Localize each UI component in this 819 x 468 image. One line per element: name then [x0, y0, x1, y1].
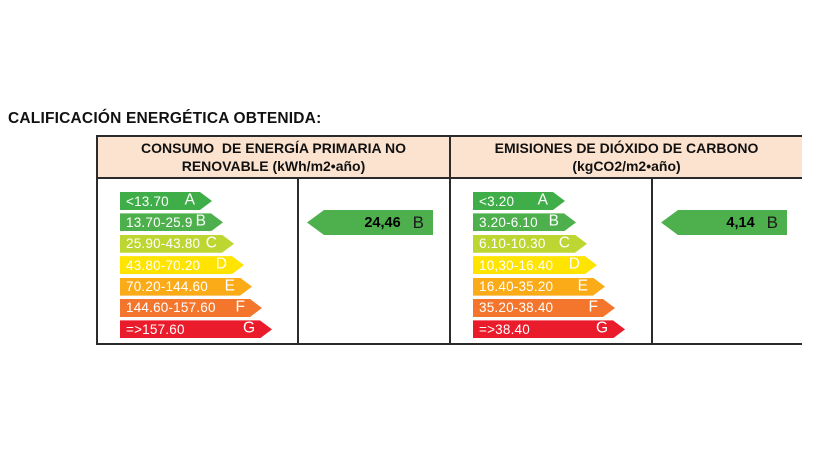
band-range: <3.20 [479, 193, 515, 209]
band-range: <13.70 [126, 193, 169, 209]
page-title: CALIFICACIÓN ENERGÉTICA OBTENIDA: [8, 110, 322, 127]
rating-letter: B [766, 212, 778, 232]
rating-arrow-emisiones: 4,14 B [661, 210, 787, 235]
band-range: 16.40-35.20 [479, 279, 554, 295]
scale-band-c: 6.10-10.30 C [473, 235, 587, 253]
band-letter: A [184, 191, 195, 209]
scale-band-d: 10,30-16.40 D [473, 256, 597, 274]
band-letter: C [205, 234, 217, 252]
scale-band-g: =>38.40 G [473, 320, 625, 338]
scale-band-f: 144.60-157.60 F [120, 299, 262, 317]
band-letter: E [577, 277, 588, 295]
header-emisiones-line1: EMISIONES DE DIÓXIDO DE CARBONO [494, 139, 759, 156]
rating-table: CONSUMO DE ENERGÍA PRIMARIA NO RENOVABLE… [96, 135, 802, 345]
rating-arrow-consumo: 24,46 B [307, 210, 433, 235]
scale-band-g: =>157.60 G [120, 320, 272, 338]
header-emisiones-co2: EMISIONES DE DIÓXIDO DE CARBONO (kgCO2/m… [449, 137, 802, 179]
band-range: 144.60-157.60 [126, 300, 216, 316]
band-letter: G [242, 319, 255, 337]
header-emisiones-line2: (kgCO2/m2•año) [572, 158, 681, 174]
band-range: 10,30-16.40 [479, 257, 554, 273]
scale-band-e: 70.20-144.60 E [120, 278, 252, 296]
scale-emisiones: <3.20 A 3.20-6.10 B 6.10-10.30 C 10,30-1… [449, 179, 651, 343]
header-consumo-line1: CONSUMO DE ENERGÍA PRIMARIA NO [141, 139, 406, 156]
band-range: 13.70-25.9 [126, 214, 193, 230]
band-range: 25.90-43.80 [126, 236, 201, 252]
band-range: =>38.40 [479, 321, 530, 337]
band-letter: F [588, 298, 598, 316]
scale-band-a: <3.20 A [473, 192, 565, 210]
band-range: 3.20-6.10 [479, 214, 538, 230]
band-letter: E [224, 277, 235, 295]
scale-band-b: 3.20-6.10 B [473, 213, 576, 231]
band-letter: F [235, 298, 245, 316]
scale-band-a: <13.70 A [120, 192, 212, 210]
scale-band-c: 25.90-43.80 C [120, 235, 234, 253]
band-letter: C [558, 234, 570, 252]
rating-cell-emisiones: 4,14 B [651, 179, 802, 343]
header-consumo-line2: RENOVABLE (kWh/m2•año) [181, 158, 366, 174]
band-range: 6.10-10.30 [479, 236, 546, 252]
scale-band-b: 13.70-25.9 B [120, 213, 223, 231]
rating-letter: B [412, 212, 424, 232]
band-range: 35.20-38.40 [479, 300, 554, 316]
band-range: 70.20-144.60 [126, 279, 208, 295]
band-range: =>157.60 [126, 321, 185, 337]
band-range: 43.80-70.20 [126, 257, 201, 273]
scale-band-d: 43.80-70.20 D [120, 256, 244, 274]
rating-value: 24,46 [364, 214, 401, 231]
band-letter: D [568, 255, 580, 273]
scale-band-e: 16.40-35.20 E [473, 278, 605, 296]
header-consumo-energia: CONSUMO DE ENERGÍA PRIMARIA NO RENOVABLE… [98, 137, 449, 179]
scale-band-f: 35.20-38.40 F [473, 299, 615, 317]
rating-cell-consumo: 24,46 B [297, 179, 449, 343]
band-letter: B [548, 213, 559, 231]
scale-consumo: <13.70 A 13.70-25.9 B 25.90-43.80 C 43.8… [98, 179, 297, 343]
band-letter: B [195, 213, 206, 231]
band-letter: A [537, 191, 548, 209]
band-letter: G [595, 319, 608, 337]
rating-value: 4,14 [726, 214, 755, 231]
band-letter: D [215, 255, 227, 273]
